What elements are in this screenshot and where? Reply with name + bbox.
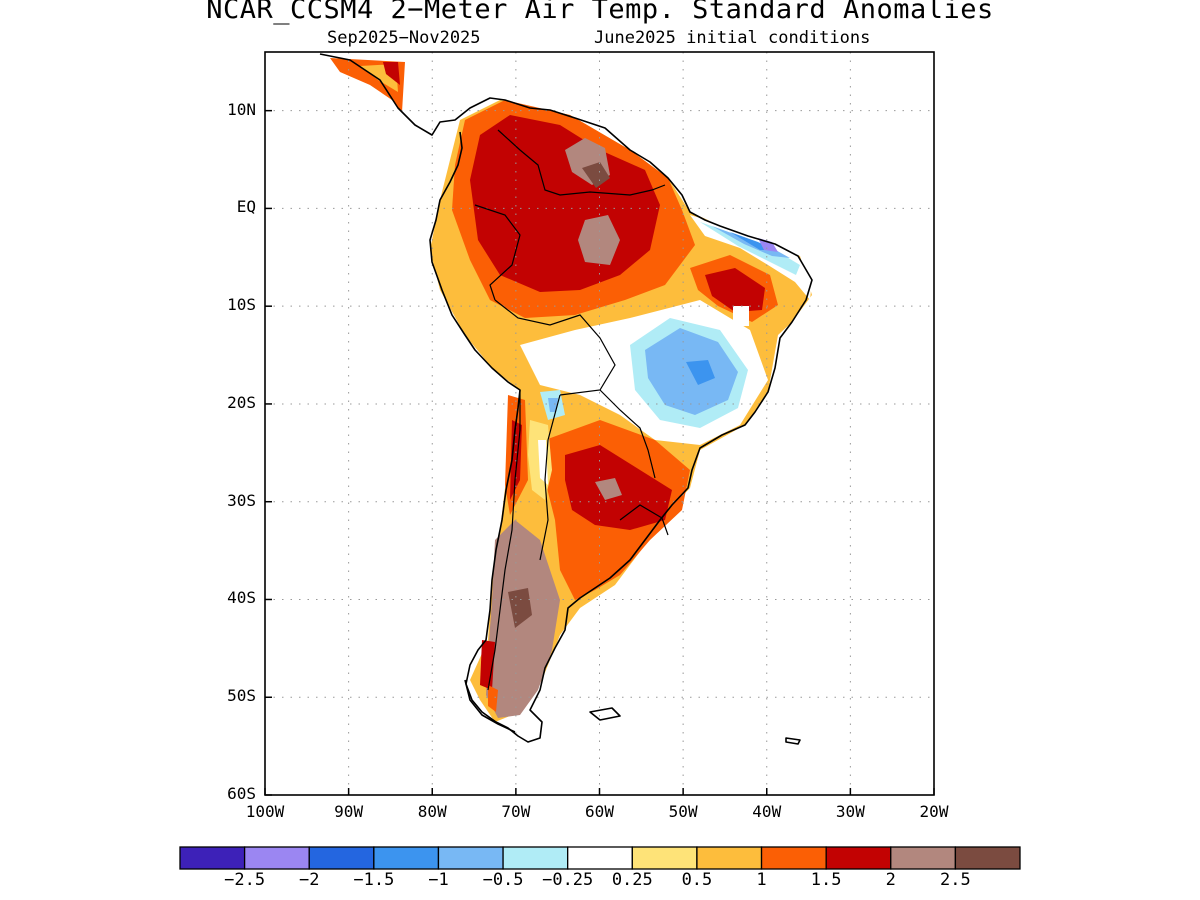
lat-tick-label: 60S <box>227 784 256 803</box>
country-borders <box>474 129 669 691</box>
anomaly-missing-cell <box>733 306 749 326</box>
lat-tick-label: EQ <box>236 197 256 217</box>
graticule <box>265 52 934 795</box>
lat-tick-label: 30S <box>227 490 256 510</box>
colorbar-swatch <box>760 846 827 870</box>
colorbar-label: 2 <box>885 870 896 890</box>
colorbar-swatch <box>179 846 246 870</box>
lon-tick-label: 70W <box>501 802 531 821</box>
lat-tick-label: 10N <box>227 99 256 119</box>
colorbar-swatch <box>567 846 633 870</box>
border-peru-bolivia-brazil <box>494 299 616 396</box>
anomaly-chile-south-red <box>480 640 495 690</box>
axis-ticks <box>264 109 935 796</box>
lon-tick-label: 20W <box>919 802 949 821</box>
colorbar-label: −2.5 <box>224 870 266 890</box>
lon-tick-label: 60W <box>585 802 614 821</box>
colorbar-label: 1.5 <box>810 870 842 890</box>
colorbar-label: −0.25 <box>542 870 594 890</box>
lon-tick-label: 40W <box>752 802 782 821</box>
colorbar-label: −1 <box>428 870 449 890</box>
colorbar-swatch <box>954 846 1021 870</box>
map-title: NCAR_CCSM4 2−Meter Air Temp. Standard An… <box>206 0 994 25</box>
border-colombia-peru <box>474 204 521 301</box>
anomaly-patagonia-darkbrown <box>508 588 532 628</box>
border-uruguay <box>619 504 669 536</box>
colorbar-swatch <box>502 846 569 870</box>
coastline-tierra-del-fuego <box>464 679 516 733</box>
colorbar-label: 0.25 <box>611 870 653 890</box>
colorbar-label: −1.5 <box>353 870 395 890</box>
anomaly-ne-red <box>705 268 765 312</box>
anomaly-field <box>330 58 812 722</box>
colorbar-swatch <box>696 846 763 870</box>
border-argentina-bolivia <box>539 394 561 561</box>
colorbar-label: 1 <box>756 870 767 890</box>
anomaly-ne-coast-cyan <box>700 222 800 275</box>
border-venezuela <box>497 129 666 196</box>
lon-tick-label: 30W <box>835 802 865 821</box>
lat-tick-label: 20S <box>227 392 256 412</box>
anomaly-bolivia-blue <box>548 398 558 412</box>
coastline-falklands <box>589 707 621 721</box>
anomaly-tip-orange <box>488 685 498 712</box>
colorbar-label: 0.5 <box>681 870 713 890</box>
lon-tick-label: 90W <box>334 802 364 821</box>
colorbar <box>179 846 1021 870</box>
forecast-period: Sep2025−Nov2025 <box>327 28 481 48</box>
colorbar-label: 2.5 <box>940 870 971 890</box>
anomaly-central-america-hot <box>383 62 400 85</box>
colorbar-swatch <box>373 846 440 870</box>
lat-tick-label: 40S <box>227 588 256 608</box>
lon-tick-label: 80W <box>417 802 447 821</box>
colorbar-label: −2 <box>298 870 320 890</box>
anomaly-south-brown <box>595 478 622 500</box>
colorbar-swatch <box>308 846 375 870</box>
coastline-south-georgia <box>785 737 801 745</box>
anomaly-ne-coast-white <box>690 215 812 300</box>
border-chile-argentina <box>487 390 521 691</box>
colorbar-swatch <box>437 846 504 870</box>
lat-tick-label: 50S <box>227 686 256 706</box>
colorbar-swatch <box>825 846 892 870</box>
anomaly-central-core <box>686 360 715 385</box>
lat-tick-label: 10S <box>227 295 256 315</box>
anomaly-guiana-darkbrown <box>582 162 610 188</box>
colorbar-swatch <box>243 846 310 870</box>
colorbar-swatch <box>890 846 957 870</box>
border-paraguay <box>599 389 656 479</box>
anomaly-ne-coast-violet <box>758 238 778 252</box>
lon-tick-label: 50W <box>668 802 698 821</box>
initial-conditions: June2025 initial conditions <box>594 28 871 48</box>
colorbar-swatch <box>631 846 698 870</box>
lon-tick-label: 100W <box>245 802 285 821</box>
colorbar-label: −0.5 <box>482 870 524 890</box>
